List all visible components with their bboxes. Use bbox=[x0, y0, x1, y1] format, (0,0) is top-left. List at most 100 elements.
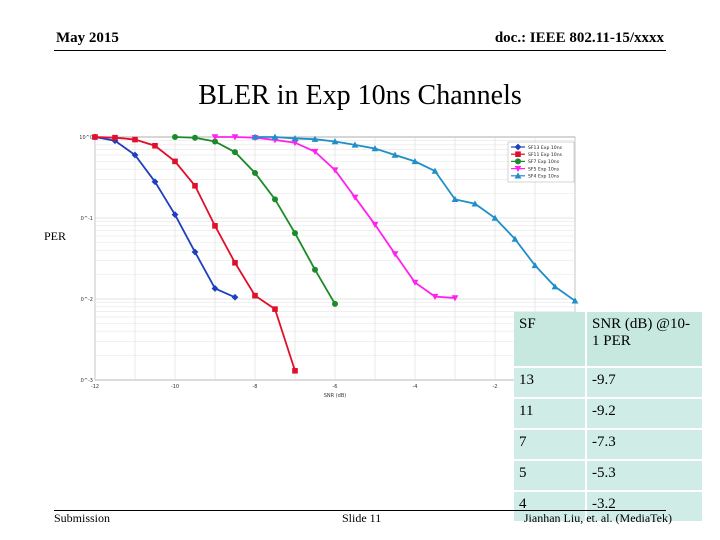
table-row: 5 -5.3 bbox=[514, 460, 702, 492]
legend-label: SF5 Exp 10ns bbox=[528, 166, 560, 172]
x-tick-label: -12 bbox=[91, 384, 99, 390]
y-tick-label: 10^-3 bbox=[80, 378, 93, 384]
table-cell-snr: -5.3 bbox=[586, 460, 702, 492]
data-point bbox=[291, 139, 299, 147]
data-point bbox=[92, 134, 98, 140]
data-point bbox=[211, 285, 219, 292]
bler-chart: -12 -10 -8 -6 -4 -2 SNR (dB) 10^0 10^-1 10^-2 10^-… bbox=[80, 133, 579, 399]
legend-label: SF11 Exp 10ns bbox=[528, 152, 563, 158]
data-point bbox=[211, 134, 219, 141]
data-point bbox=[112, 134, 118, 141]
data-point bbox=[312, 266, 318, 273]
series-line bbox=[94, 136, 236, 299]
data-point bbox=[371, 145, 379, 152]
footer-slide-number: Slide 11 bbox=[342, 511, 382, 525]
header-doc-id: doc.: IEEE 802.11-15/xxxx bbox=[494, 30, 664, 46]
data-point bbox=[192, 182, 198, 189]
legend-marker bbox=[514, 172, 522, 179]
data-point bbox=[272, 196, 278, 203]
data-point bbox=[391, 251, 399, 258]
data-point bbox=[191, 248, 199, 256]
table-row: 7 -7.3 bbox=[514, 429, 702, 461]
data-point bbox=[151, 178, 159, 186]
data-point bbox=[351, 194, 359, 201]
footer-authors: Jianhan Liu, et. al. (MediaTek) bbox=[523, 511, 672, 525]
data-point bbox=[451, 195, 459, 203]
data-point bbox=[411, 157, 419, 165]
data-point bbox=[531, 261, 539, 269]
data-point bbox=[511, 235, 519, 242]
data-point bbox=[172, 158, 178, 165]
data-point bbox=[192, 134, 198, 141]
data-point bbox=[551, 283, 559, 290]
header-date: May 2015 bbox=[56, 30, 119, 46]
table-cell-snr: -3.2 bbox=[586, 491, 702, 523]
legend-marker bbox=[515, 158, 521, 165]
data-point bbox=[292, 230, 298, 237]
legend-marker bbox=[515, 151, 521, 157]
data-point bbox=[111, 137, 119, 145]
data-point bbox=[411, 279, 419, 286]
x-axis-label: SNR (dB) bbox=[324, 393, 347, 399]
table-cell-snr: -7.3 bbox=[586, 429, 702, 461]
x-tick-label: -6 bbox=[333, 384, 338, 390]
data-point bbox=[272, 306, 278, 312]
data-point bbox=[311, 148, 319, 156]
data-point bbox=[292, 367, 298, 374]
data-point bbox=[232, 149, 238, 156]
x-tick-label: -8 bbox=[253, 384, 258, 390]
table-cell-sf: 11 bbox=[514, 398, 587, 430]
data-point bbox=[171, 211, 179, 219]
data-point bbox=[152, 142, 158, 149]
y-tick-label: 10^-1 bbox=[80, 216, 93, 222]
data-point bbox=[252, 169, 258, 176]
data-point bbox=[271, 133, 279, 140]
data-point bbox=[331, 138, 339, 145]
data-point bbox=[252, 292, 258, 299]
table-cell-sf: 4 bbox=[514, 491, 587, 523]
per-label: PER bbox=[44, 229, 67, 243]
data-point bbox=[431, 167, 439, 174]
legend-label: SF13 Exp 10ns bbox=[528, 145, 563, 151]
table-header-snr: SNR (dB) @10-1 PER bbox=[586, 312, 702, 368]
x-tick-label: -10 bbox=[171, 384, 179, 390]
x-tick-label: -2 bbox=[493, 384, 498, 390]
data-point bbox=[331, 167, 339, 174]
data-point bbox=[351, 141, 359, 148]
data-point bbox=[311, 135, 319, 142]
data-point bbox=[172, 134, 178, 140]
table-row: 13 -9.7 bbox=[514, 367, 702, 399]
data-point bbox=[231, 134, 239, 141]
data-point bbox=[451, 295, 459, 302]
legend-marker bbox=[514, 143, 522, 151]
table-cell-snr: -9.2 bbox=[586, 398, 702, 430]
y-tick-label: 10^0 bbox=[80, 135, 93, 141]
legend-label: SF4 Exp 10ns bbox=[528, 174, 560, 180]
table-header-sf: SF bbox=[514, 312, 587, 368]
data-point bbox=[332, 300, 338, 307]
data-point bbox=[371, 221, 379, 228]
data-point bbox=[212, 138, 218, 145]
data-point bbox=[232, 259, 238, 266]
legend-label: SF7 Exp 10ns bbox=[528, 159, 560, 165]
data-point bbox=[251, 133, 259, 140]
data-point bbox=[491, 214, 499, 221]
table-cell-sf: 7 bbox=[514, 429, 587, 461]
table-cell-sf: 5 bbox=[514, 460, 587, 492]
table-cell-snr: -9.7 bbox=[586, 367, 702, 399]
snr-table: SF SNR (dB) @10-1 PER 13 -9.7 11 -9.2 7 -7.3 5 -5… bbox=[514, 312, 702, 523]
footer-rule bbox=[54, 510, 666, 511]
data-point bbox=[212, 223, 218, 229]
x-tick-label: -4 bbox=[413, 384, 418, 390]
data-point bbox=[391, 151, 399, 158]
table-header-row: SF SNR (dB) @10-1 PER bbox=[514, 312, 702, 368]
table-row: 4 -3.2 bbox=[514, 491, 702, 523]
data-point bbox=[291, 135, 299, 142]
data-point bbox=[571, 297, 579, 304]
y-tick-label: 10^-2 bbox=[80, 297, 93, 303]
header-rule bbox=[54, 50, 666, 51]
legend-marker bbox=[514, 165, 522, 172]
data-point bbox=[431, 293, 439, 301]
table-row: 11 -9.2 bbox=[514, 398, 702, 430]
data-point bbox=[231, 293, 239, 301]
